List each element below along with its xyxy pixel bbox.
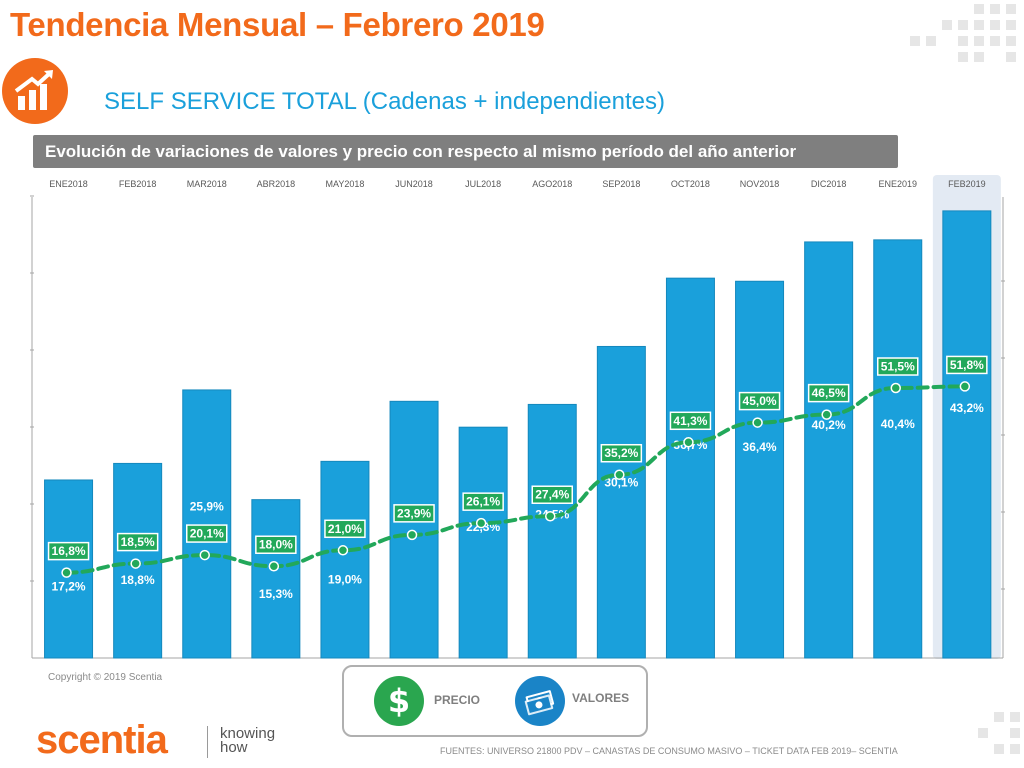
category-label: FEB2018 <box>119 179 157 189</box>
bar-jun2018 <box>389 400 439 659</box>
line-point <box>130 558 141 569</box>
decorative-squares <box>910 4 1016 62</box>
bar-may2018 <box>320 460 370 659</box>
line-label: 41,3% <box>673 414 707 428</box>
line-point <box>752 417 763 428</box>
line-label-box <box>393 504 435 523</box>
legend-label-valores: VALORES <box>572 691 630 705</box>
line-label-box <box>600 443 643 463</box>
category-label: ENE2018 <box>49 179 88 189</box>
bar-sep2018 <box>596 345 646 659</box>
line-point <box>614 469 625 480</box>
line-label: 18,0% <box>259 538 293 552</box>
bar-label: 40,2% <box>812 418 846 432</box>
bar-mar2018 <box>182 389 232 659</box>
bar-label: 18,8% <box>121 573 155 587</box>
line-label-box <box>738 391 781 411</box>
bar-label: 19,0% <box>328 572 362 586</box>
bar-abr2018 <box>251 499 301 659</box>
bar-nov2018 <box>735 280 785 659</box>
category-label: JUL2018 <box>465 179 501 189</box>
line-label: 23,9% <box>397 506 431 520</box>
tagline-line-2: how <box>220 739 248 756</box>
line-point <box>406 529 418 541</box>
banknotes-icon <box>515 676 565 726</box>
line-label: 46,5% <box>812 386 846 400</box>
bar-ago2018 <box>527 403 577 659</box>
line-label-box <box>877 357 919 376</box>
bar-ene2019 <box>873 239 923 659</box>
category-label: FEB2019 <box>948 179 986 189</box>
sources-footnote: FUENTES: UNIVERSO 21800 PDV – CANASTAS D… <box>440 746 898 756</box>
chart-legend: $ PRECIO VALORES <box>342 665 648 737</box>
chart-banner: Evolución de variaciones de valores y pr… <box>33 135 898 168</box>
line-point <box>61 567 72 578</box>
bar-label: 17,2% <box>52 579 86 593</box>
copyright-text: Copyright © 2019 Scentia <box>48 672 163 683</box>
line-label-box <box>807 383 850 403</box>
bar-label: 43,2% <box>950 401 984 415</box>
bar-oct2018 <box>665 277 715 659</box>
line-label-box <box>116 532 159 552</box>
line-point <box>199 549 210 561</box>
precio-line <box>64 384 967 575</box>
line-point <box>337 545 349 556</box>
line-label-box <box>462 492 504 511</box>
line-label: 51,5% <box>881 360 915 374</box>
category-label: NOV2018 <box>740 179 780 189</box>
line-label: 51,8% <box>950 358 984 372</box>
line-label: 20,1% <box>190 527 224 541</box>
decorative-squares-bottom <box>978 712 1020 754</box>
bar-label: 25,9% <box>190 500 224 514</box>
category-label: ABR2018 <box>257 179 296 189</box>
line-label-box <box>324 519 366 539</box>
line-label: 18,5% <box>121 535 155 549</box>
category-label: SEP2018 <box>602 179 640 189</box>
line-label: 35,2% <box>604 446 638 460</box>
bar-label: 30,1% <box>604 476 638 490</box>
line-label: 26,1% <box>466 495 500 509</box>
legend-label-precio: PRECIO <box>434 693 481 707</box>
line-point <box>959 381 971 392</box>
trend-chart-icon <box>2 58 68 124</box>
category-label: DIC2018 <box>811 179 847 189</box>
line-label-box <box>47 541 90 561</box>
line-label-box <box>669 411 712 431</box>
line-point <box>268 560 280 572</box>
svg-text:$: $ <box>388 682 410 720</box>
line-label: 27,4% <box>535 488 569 502</box>
line-point <box>475 517 487 529</box>
line-point <box>683 437 694 448</box>
bar-label: 40,4% <box>881 417 915 431</box>
line-label-box <box>531 485 573 504</box>
scentia-logo: scentia <box>36 718 168 762</box>
line-label: 45,0% <box>743 394 777 408</box>
bar-feb2019 <box>942 210 992 659</box>
tagline-line-1: knowing <box>220 725 276 742</box>
line-point <box>890 382 901 394</box>
chart: ENE2018 FEB2018 MAR2018 ABR2018 MAY2018 JUN20… <box>30 175 1005 659</box>
bar-dic2018 <box>804 241 854 659</box>
category-label: AGO2018 <box>532 179 572 189</box>
dollar-icon: $ <box>374 676 424 726</box>
bar-jul2018 <box>458 426 508 659</box>
line-label: 16,8% <box>52 544 86 558</box>
chart-subtitle: SELF SERVICE TOTAL (Cadenas + independie… <box>104 88 665 115</box>
line-label-box <box>946 355 988 375</box>
logo-divider <box>207 726 208 758</box>
line-label: 21,0% <box>328 522 362 536</box>
page-title: Tendencia Mensual – Febrero 2019 <box>10 6 545 43</box>
category-label: JUN2018 <box>395 179 433 189</box>
category-label: MAR2018 <box>187 179 227 189</box>
bar-label: 15,3% <box>259 587 293 601</box>
category-label: MAY2018 <box>326 179 365 189</box>
line-label-box <box>186 524 228 543</box>
bar-label: 36,4% <box>743 440 777 454</box>
category-label: OCT2018 <box>671 179 710 189</box>
category-label: ENE2019 <box>878 179 917 189</box>
line-point <box>545 510 556 522</box>
line-point <box>821 409 832 420</box>
line-label-box <box>255 535 297 554</box>
logo-tagline: knowing how <box>220 725 276 756</box>
